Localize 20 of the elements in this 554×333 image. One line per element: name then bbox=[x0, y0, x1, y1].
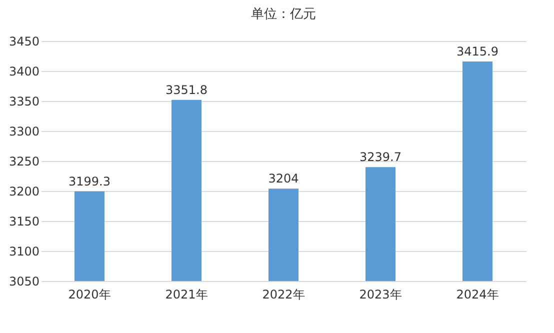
data-label: 3199.3 bbox=[68, 174, 110, 188]
data-label: 3415.9 bbox=[456, 44, 498, 58]
y-tick-label: 3250 bbox=[8, 154, 40, 168]
x-tick-label: 2024年 bbox=[456, 288, 499, 302]
chart-title: 单位：亿元 bbox=[251, 7, 316, 22]
y-tick-label: 3150 bbox=[8, 214, 40, 228]
y-tick-label: 3300 bbox=[8, 124, 40, 138]
data-label: 3351.8 bbox=[166, 82, 208, 97]
y-tick-label: 3400 bbox=[8, 64, 40, 78]
x-tick-label: 2023年 bbox=[359, 288, 402, 302]
y-tick-label: 3350 bbox=[8, 94, 40, 108]
y-tick-label: 3050 bbox=[8, 274, 40, 288]
y-tick-label: 3450 bbox=[8, 34, 40, 48]
y-tick-label: 3100 bbox=[8, 244, 40, 258]
y-tick-label: 3200 bbox=[8, 184, 40, 198]
data-label: 3204 bbox=[268, 172, 299, 186]
x-tick-label: 2021年 bbox=[165, 288, 208, 302]
x-tick-label: 2020年 bbox=[68, 288, 111, 302]
x-tick-label: 2022年 bbox=[262, 288, 305, 302]
data-label: 3239.7 bbox=[360, 150, 402, 164]
